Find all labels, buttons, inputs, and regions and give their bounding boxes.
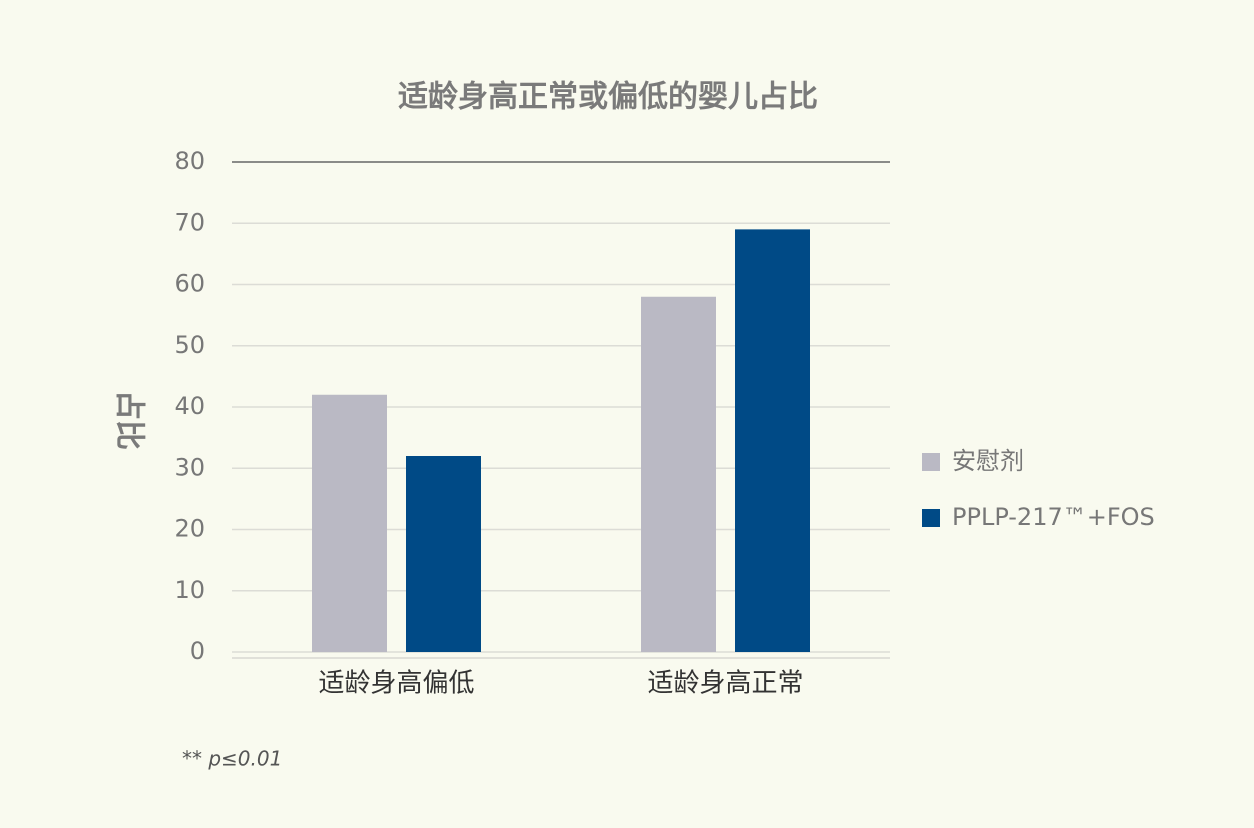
- y-tick-label: 50: [174, 331, 205, 359]
- x-tick-label: 适龄身高偏低: [318, 669, 474, 699]
- y-tick-label: 70: [174, 208, 205, 236]
- y-axis-label: 占比: [112, 390, 147, 450]
- y-tick-label: 20: [174, 515, 205, 543]
- x-tick-label: 适龄身高正常: [647, 669, 803, 699]
- y-tick-label: 30: [174, 453, 205, 481]
- y-tick-label: 60: [174, 270, 205, 298]
- bar: [312, 394, 387, 652]
- chart-title: 适龄身高正常或偏低的婴儿占比: [398, 80, 818, 115]
- legend-swatch: [922, 509, 940, 527]
- bar: [735, 229, 810, 652]
- y-tick-label: 80: [174, 147, 205, 175]
- bar: [406, 456, 481, 652]
- legend-swatch: [922, 453, 940, 471]
- legend-label: PPLP-217™+FOS: [952, 503, 1155, 531]
- bar: [641, 296, 716, 652]
- legend-label: 安慰剂: [952, 447, 1024, 475]
- y-tick-label: 40: [174, 392, 205, 420]
- y-tick-label: 10: [174, 576, 205, 604]
- y-tick-label: 0: [190, 637, 205, 665]
- footnote: ** p≤0.01: [182, 747, 282, 771]
